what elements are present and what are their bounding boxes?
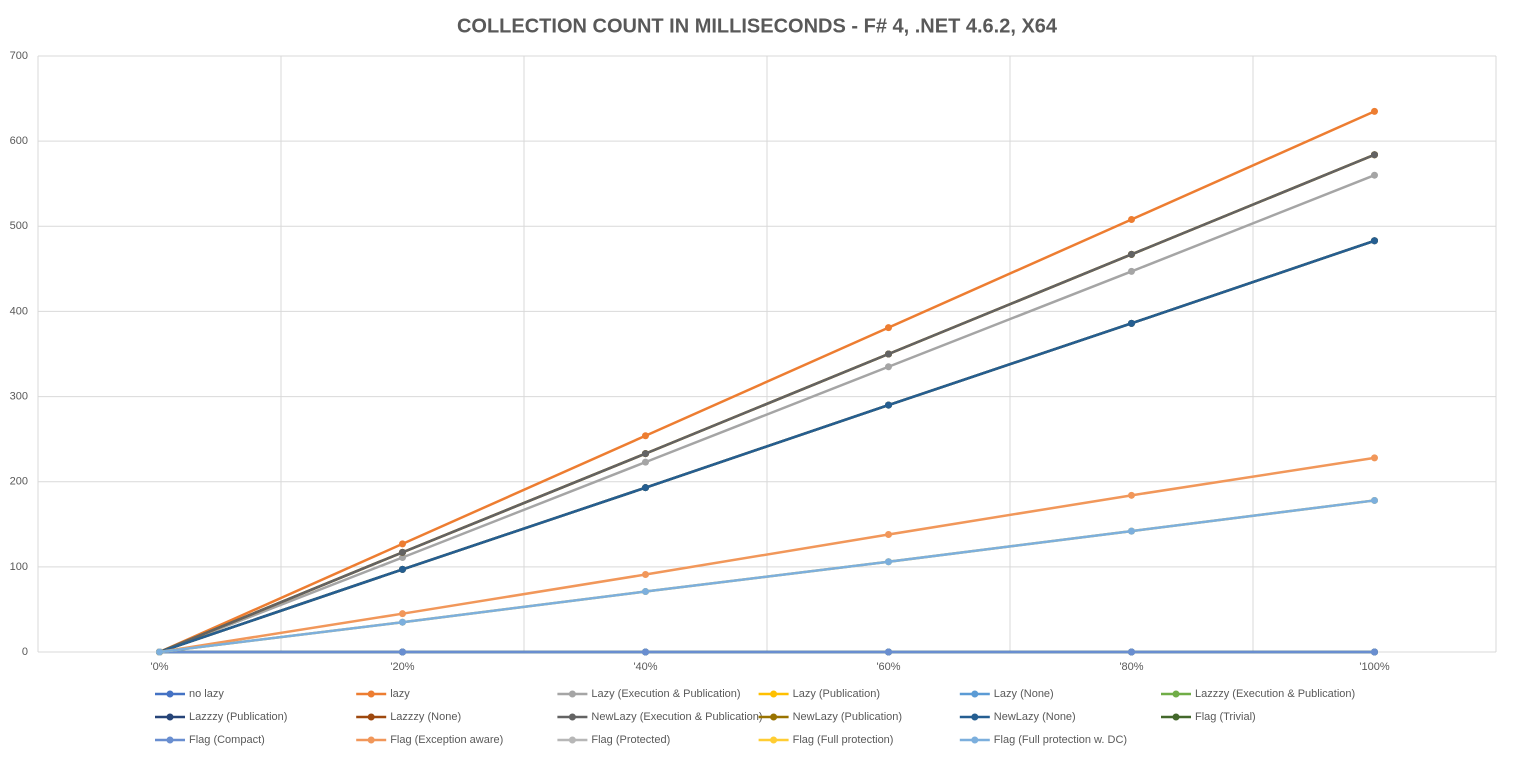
legend-label: Lazzzy (None) [390,711,461,723]
legend-label: NewLazy (Publication) [793,711,902,723]
point [1128,250,1135,258]
point [1128,527,1135,535]
legend-marker [568,736,576,744]
legend-label: no lazy [189,688,224,700]
legend-label: Lazzzy (Publication) [189,711,287,723]
legend-label: Lazy (Publication) [793,688,880,700]
point [642,571,649,579]
point [885,401,892,409]
point [642,484,649,492]
series-line [159,153,1375,654]
chart-title: COLLECTION COUNT IN MILLISECONDS - F# 4,… [457,15,1058,37]
legend-marker [367,736,375,744]
y-tick-label: 100 [10,561,28,573]
legend-marker [770,690,778,698]
point [1371,151,1378,159]
legend-marker [1172,690,1180,698]
point [399,565,406,573]
series-line [159,174,1375,654]
legend-marker [770,736,778,744]
legend-marker [770,713,778,721]
point [399,540,406,548]
point [1371,454,1378,462]
y-tick-label: 500 [10,220,28,232]
series-line [159,456,1375,654]
legend-label: Flag (Protected) [591,734,670,746]
point [642,450,649,458]
point [885,350,892,358]
legend-marker [971,736,979,744]
series-line [159,499,1375,654]
point [885,363,892,371]
x-tick-label: '20% [390,661,414,673]
legend-marker [166,713,174,721]
point [1128,491,1135,499]
y-tick-label: 0 [22,646,28,658]
legend-marker [971,690,979,698]
legend-marker [568,690,576,698]
legend-label: NewLazy (Execution & Publication) [591,711,762,723]
legend-label: NewLazy (None) [994,711,1076,723]
legend-label: Lazy (None) [994,688,1054,700]
legend-label: Flag (Full protection) [793,734,894,746]
legend-label: Lazzzy (Execution & Publication) [1195,688,1355,700]
point [399,548,406,556]
legend-marker [971,713,979,721]
y-tick-label: 700 [10,50,28,62]
series-line [159,239,1375,654]
point [885,531,892,539]
legend-label: Flag (Compact) [189,734,265,746]
legend-label: Flag (Full protection w. DC) [994,734,1127,746]
legend-marker [166,736,174,744]
point [885,324,892,332]
legend-label: lazy [390,688,410,700]
legend-label: Flag (Trivial) [1195,711,1256,723]
x-tick-label: '60% [876,661,900,673]
y-tick-label: 400 [10,305,28,317]
point [885,558,892,566]
x-tick-label: '0% [151,661,169,673]
legend-label: Flag (Exception aware) [390,734,503,746]
legend-marker [166,690,174,698]
point [1371,496,1378,504]
point [399,553,406,561]
series-line [158,110,1376,654]
point [1371,648,1378,656]
y-tick-label: 200 [10,476,28,488]
legend-marker [367,690,375,698]
point [642,648,649,656]
y-tick-label: 600 [10,135,28,147]
point [642,458,649,466]
legend-marker [367,713,375,721]
legend-label: Lazy (Execution & Publication) [591,688,740,700]
point [156,648,163,656]
point [1128,648,1135,656]
x-tick-label: '80% [1119,661,1143,673]
point [642,588,649,596]
point [1371,171,1378,179]
point [885,648,892,656]
point [1371,107,1378,115]
point [399,618,406,626]
point [1128,215,1135,223]
point [1128,267,1135,275]
point [399,610,406,618]
x-tick-label: '40% [633,661,657,673]
legend-marker [1172,713,1180,721]
y-tick-label: 300 [10,390,28,402]
x-tick-label: '100% [1359,661,1389,673]
point [1371,237,1378,245]
legend-marker [568,713,576,721]
point [399,648,406,656]
point [642,432,649,440]
point [1128,319,1135,327]
